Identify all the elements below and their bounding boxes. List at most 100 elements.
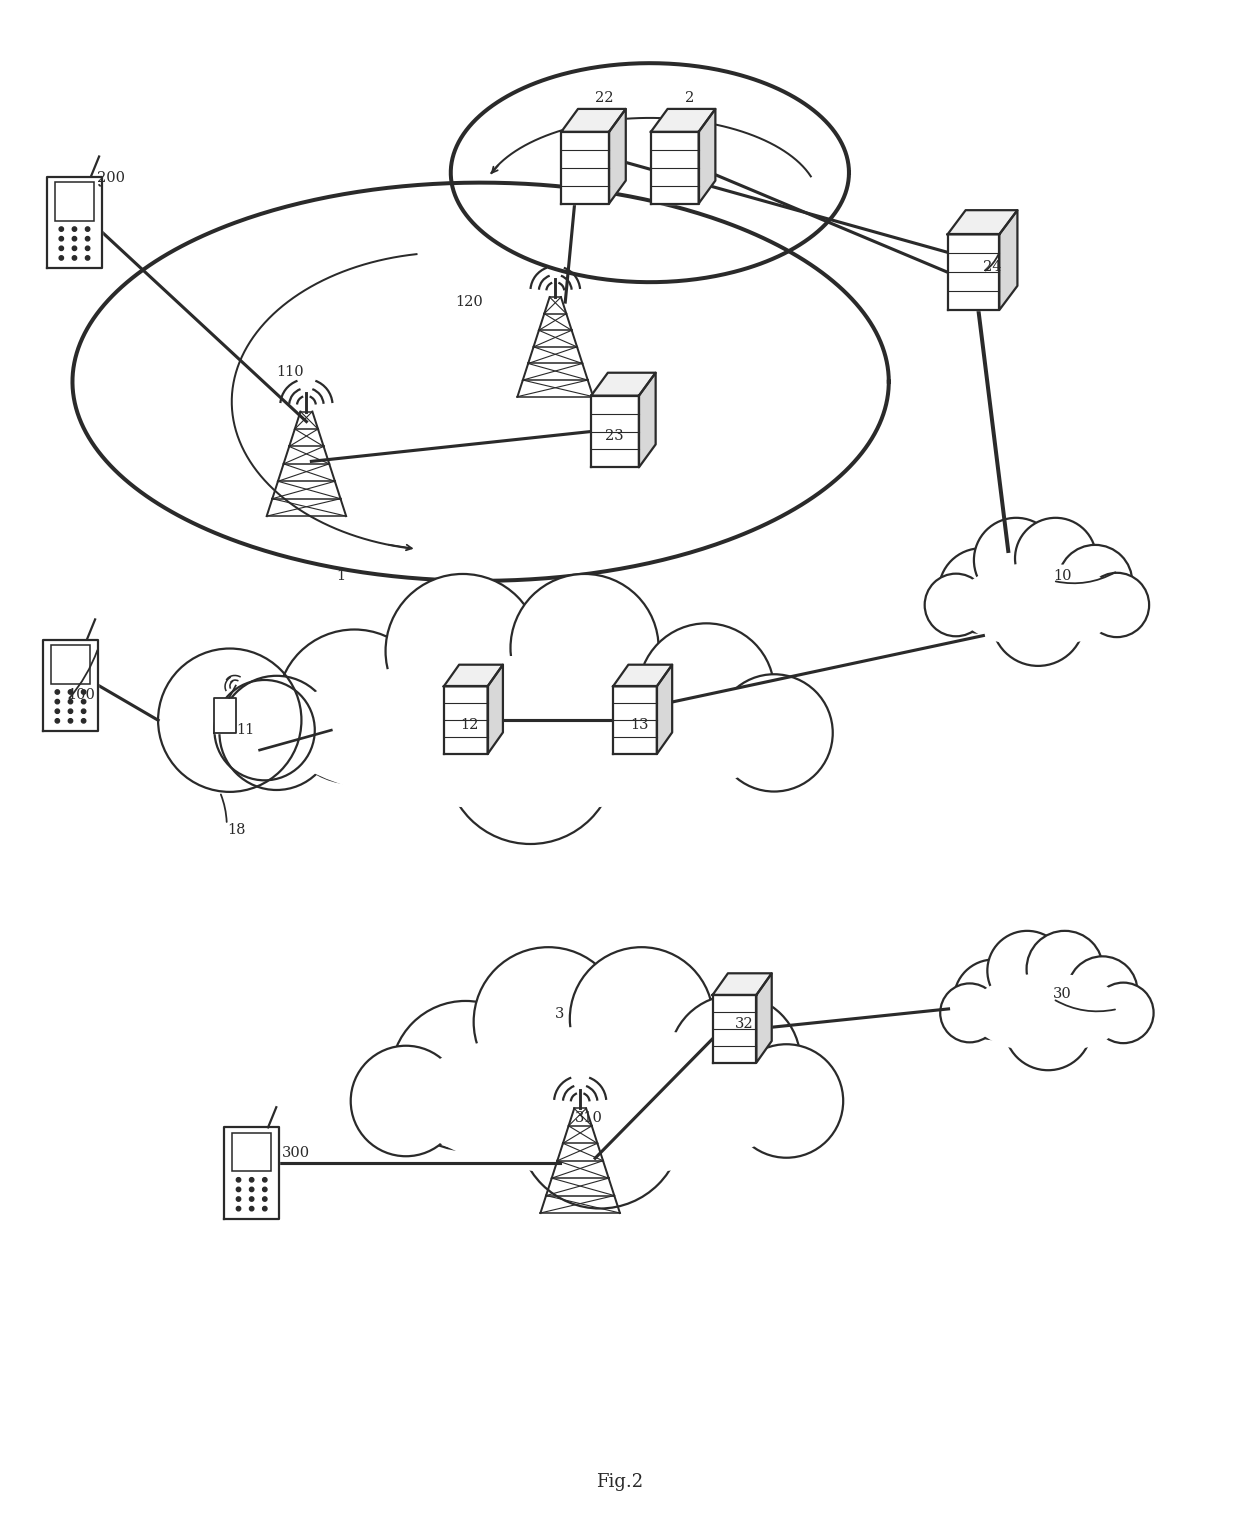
- Bar: [51, 646, 91, 684]
- Circle shape: [60, 246, 63, 251]
- Circle shape: [82, 699, 86, 704]
- Polygon shape: [947, 234, 999, 311]
- Circle shape: [939, 548, 1023, 633]
- Circle shape: [992, 572, 1085, 666]
- Text: 18: 18: [227, 823, 246, 837]
- Text: 30: 30: [1053, 987, 1071, 1001]
- Circle shape: [715, 675, 833, 791]
- Text: 300: 300: [281, 1146, 310, 1160]
- Ellipse shape: [405, 1027, 794, 1175]
- Ellipse shape: [956, 563, 1120, 647]
- Circle shape: [474, 947, 622, 1097]
- Text: 1: 1: [336, 569, 346, 583]
- Circle shape: [86, 226, 89, 231]
- Circle shape: [249, 1178, 254, 1183]
- Circle shape: [237, 1187, 241, 1192]
- Circle shape: [60, 237, 63, 240]
- Text: Fig.2: Fig.2: [596, 1473, 644, 1490]
- Text: 11: 11: [237, 724, 255, 737]
- Circle shape: [278, 629, 432, 783]
- Circle shape: [351, 1045, 461, 1157]
- Polygon shape: [713, 973, 771, 995]
- Circle shape: [1068, 956, 1137, 1027]
- Circle shape: [82, 708, 86, 713]
- Polygon shape: [756, 973, 771, 1063]
- Circle shape: [237, 1196, 241, 1201]
- Circle shape: [639, 623, 774, 759]
- Circle shape: [518, 1045, 682, 1209]
- Circle shape: [1094, 982, 1153, 1043]
- Circle shape: [68, 719, 73, 724]
- Circle shape: [68, 699, 73, 704]
- Polygon shape: [562, 109, 626, 132]
- Polygon shape: [639, 373, 656, 467]
- Polygon shape: [487, 664, 503, 754]
- Circle shape: [954, 959, 1033, 1039]
- Circle shape: [55, 719, 60, 724]
- Circle shape: [668, 994, 800, 1126]
- Polygon shape: [47, 176, 102, 268]
- Circle shape: [72, 226, 77, 231]
- Text: 13: 13: [630, 718, 649, 733]
- Text: 10: 10: [1053, 569, 1071, 583]
- Polygon shape: [591, 396, 639, 467]
- Polygon shape: [713, 994, 756, 1063]
- Polygon shape: [651, 132, 698, 203]
- Circle shape: [570, 947, 713, 1091]
- Polygon shape: [451, 63, 849, 282]
- Circle shape: [68, 708, 73, 713]
- Ellipse shape: [970, 973, 1126, 1053]
- Polygon shape: [651, 109, 715, 132]
- Circle shape: [1085, 572, 1149, 636]
- Polygon shape: [591, 373, 656, 396]
- Circle shape: [86, 256, 89, 260]
- Polygon shape: [444, 687, 487, 754]
- Polygon shape: [947, 210, 1017, 234]
- Circle shape: [263, 1187, 267, 1192]
- Circle shape: [72, 246, 77, 251]
- Bar: [232, 1132, 272, 1172]
- Polygon shape: [613, 687, 657, 754]
- Text: 22: 22: [595, 90, 614, 106]
- Circle shape: [82, 719, 86, 724]
- Circle shape: [72, 237, 77, 240]
- Circle shape: [729, 1045, 843, 1158]
- Circle shape: [386, 574, 539, 728]
- Polygon shape: [72, 182, 889, 581]
- Circle shape: [263, 1178, 267, 1183]
- Text: 3: 3: [556, 1007, 564, 1021]
- Polygon shape: [613, 664, 672, 687]
- Text: 12: 12: [461, 718, 479, 733]
- Circle shape: [1004, 982, 1092, 1069]
- Circle shape: [55, 699, 60, 704]
- Circle shape: [86, 246, 89, 251]
- Text: 310: 310: [575, 1111, 603, 1126]
- Circle shape: [987, 930, 1066, 1010]
- Text: 2: 2: [684, 90, 694, 106]
- Polygon shape: [999, 210, 1017, 311]
- Circle shape: [72, 256, 77, 260]
- Circle shape: [82, 690, 86, 695]
- Circle shape: [940, 984, 999, 1042]
- Text: 24: 24: [983, 260, 1002, 274]
- Circle shape: [86, 237, 89, 240]
- Circle shape: [249, 1196, 254, 1201]
- Circle shape: [60, 256, 63, 260]
- Text: 110: 110: [277, 364, 304, 379]
- Polygon shape: [562, 132, 609, 203]
- Circle shape: [219, 676, 334, 789]
- Text: 32: 32: [734, 1017, 753, 1031]
- Circle shape: [1016, 517, 1096, 600]
- Circle shape: [1027, 930, 1104, 1007]
- Circle shape: [55, 708, 60, 713]
- Polygon shape: [213, 698, 236, 733]
- Text: 100: 100: [67, 688, 95, 702]
- Circle shape: [249, 1207, 254, 1210]
- Circle shape: [391, 1001, 541, 1151]
- Circle shape: [445, 675, 615, 845]
- Polygon shape: [43, 640, 98, 731]
- Polygon shape: [657, 664, 672, 754]
- Circle shape: [263, 1207, 267, 1210]
- Circle shape: [237, 1178, 241, 1183]
- Circle shape: [68, 690, 73, 695]
